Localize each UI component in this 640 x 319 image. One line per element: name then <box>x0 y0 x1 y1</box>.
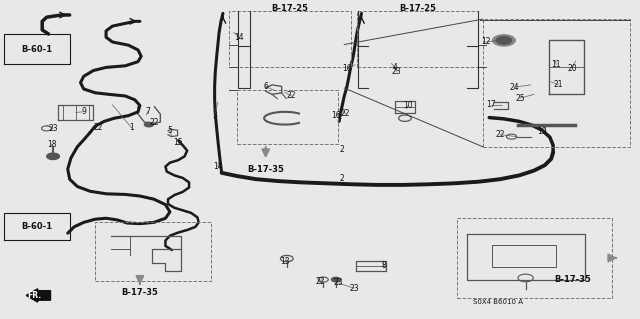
Text: 14: 14 <box>234 33 244 42</box>
FancyArrow shape <box>26 289 51 302</box>
Text: B-60-1: B-60-1 <box>21 45 52 54</box>
Text: 15: 15 <box>173 137 183 146</box>
Text: 19: 19 <box>538 127 547 136</box>
Text: 9: 9 <box>81 108 86 116</box>
Text: 2: 2 <box>340 174 345 183</box>
Text: 13: 13 <box>280 257 290 266</box>
Text: 22: 22 <box>93 122 102 132</box>
Text: 22: 22 <box>287 92 296 100</box>
Text: 16: 16 <box>342 64 352 73</box>
Text: 22: 22 <box>340 109 350 118</box>
Text: B-17-35: B-17-35 <box>247 165 284 174</box>
Text: 1: 1 <box>129 123 134 132</box>
Text: 24: 24 <box>510 83 520 92</box>
Text: 21: 21 <box>554 80 563 89</box>
Text: 20: 20 <box>568 63 577 72</box>
Text: B-17-35: B-17-35 <box>554 275 591 284</box>
Text: 23: 23 <box>48 124 58 133</box>
Text: 10: 10 <box>403 101 413 110</box>
Text: 8: 8 <box>381 261 386 271</box>
Text: 6: 6 <box>263 82 268 91</box>
Text: 25: 25 <box>515 94 525 103</box>
Text: 5: 5 <box>168 126 172 135</box>
Text: B-60-1: B-60-1 <box>21 222 52 231</box>
Circle shape <box>496 37 511 44</box>
Text: FR.: FR. <box>27 291 41 300</box>
Text: 23: 23 <box>392 67 401 76</box>
Text: 7: 7 <box>145 108 150 116</box>
Text: 18: 18 <box>47 140 56 149</box>
Text: 11: 11 <box>552 60 561 69</box>
Text: 14: 14 <box>213 162 223 171</box>
Text: 22: 22 <box>149 117 159 127</box>
Circle shape <box>332 277 340 282</box>
Text: B-17-25: B-17-25 <box>271 4 308 13</box>
Text: B-17-35: B-17-35 <box>122 288 158 297</box>
Text: 3: 3 <box>212 111 217 120</box>
Text: 17: 17 <box>486 100 496 109</box>
Text: 16: 16 <box>331 111 340 120</box>
Text: 4: 4 <box>393 63 398 72</box>
Text: S0X4 B6010 A: S0X4 B6010 A <box>473 299 524 305</box>
Text: 23: 23 <box>349 284 358 293</box>
Text: 12: 12 <box>481 38 491 47</box>
Circle shape <box>492 35 515 46</box>
Text: 2: 2 <box>340 145 345 154</box>
Circle shape <box>47 153 60 160</box>
Text: 22: 22 <box>316 277 324 286</box>
Text: B-17-25: B-17-25 <box>399 4 436 13</box>
Circle shape <box>145 122 154 127</box>
Text: 22: 22 <box>496 130 506 139</box>
Text: 23: 23 <box>333 278 342 287</box>
